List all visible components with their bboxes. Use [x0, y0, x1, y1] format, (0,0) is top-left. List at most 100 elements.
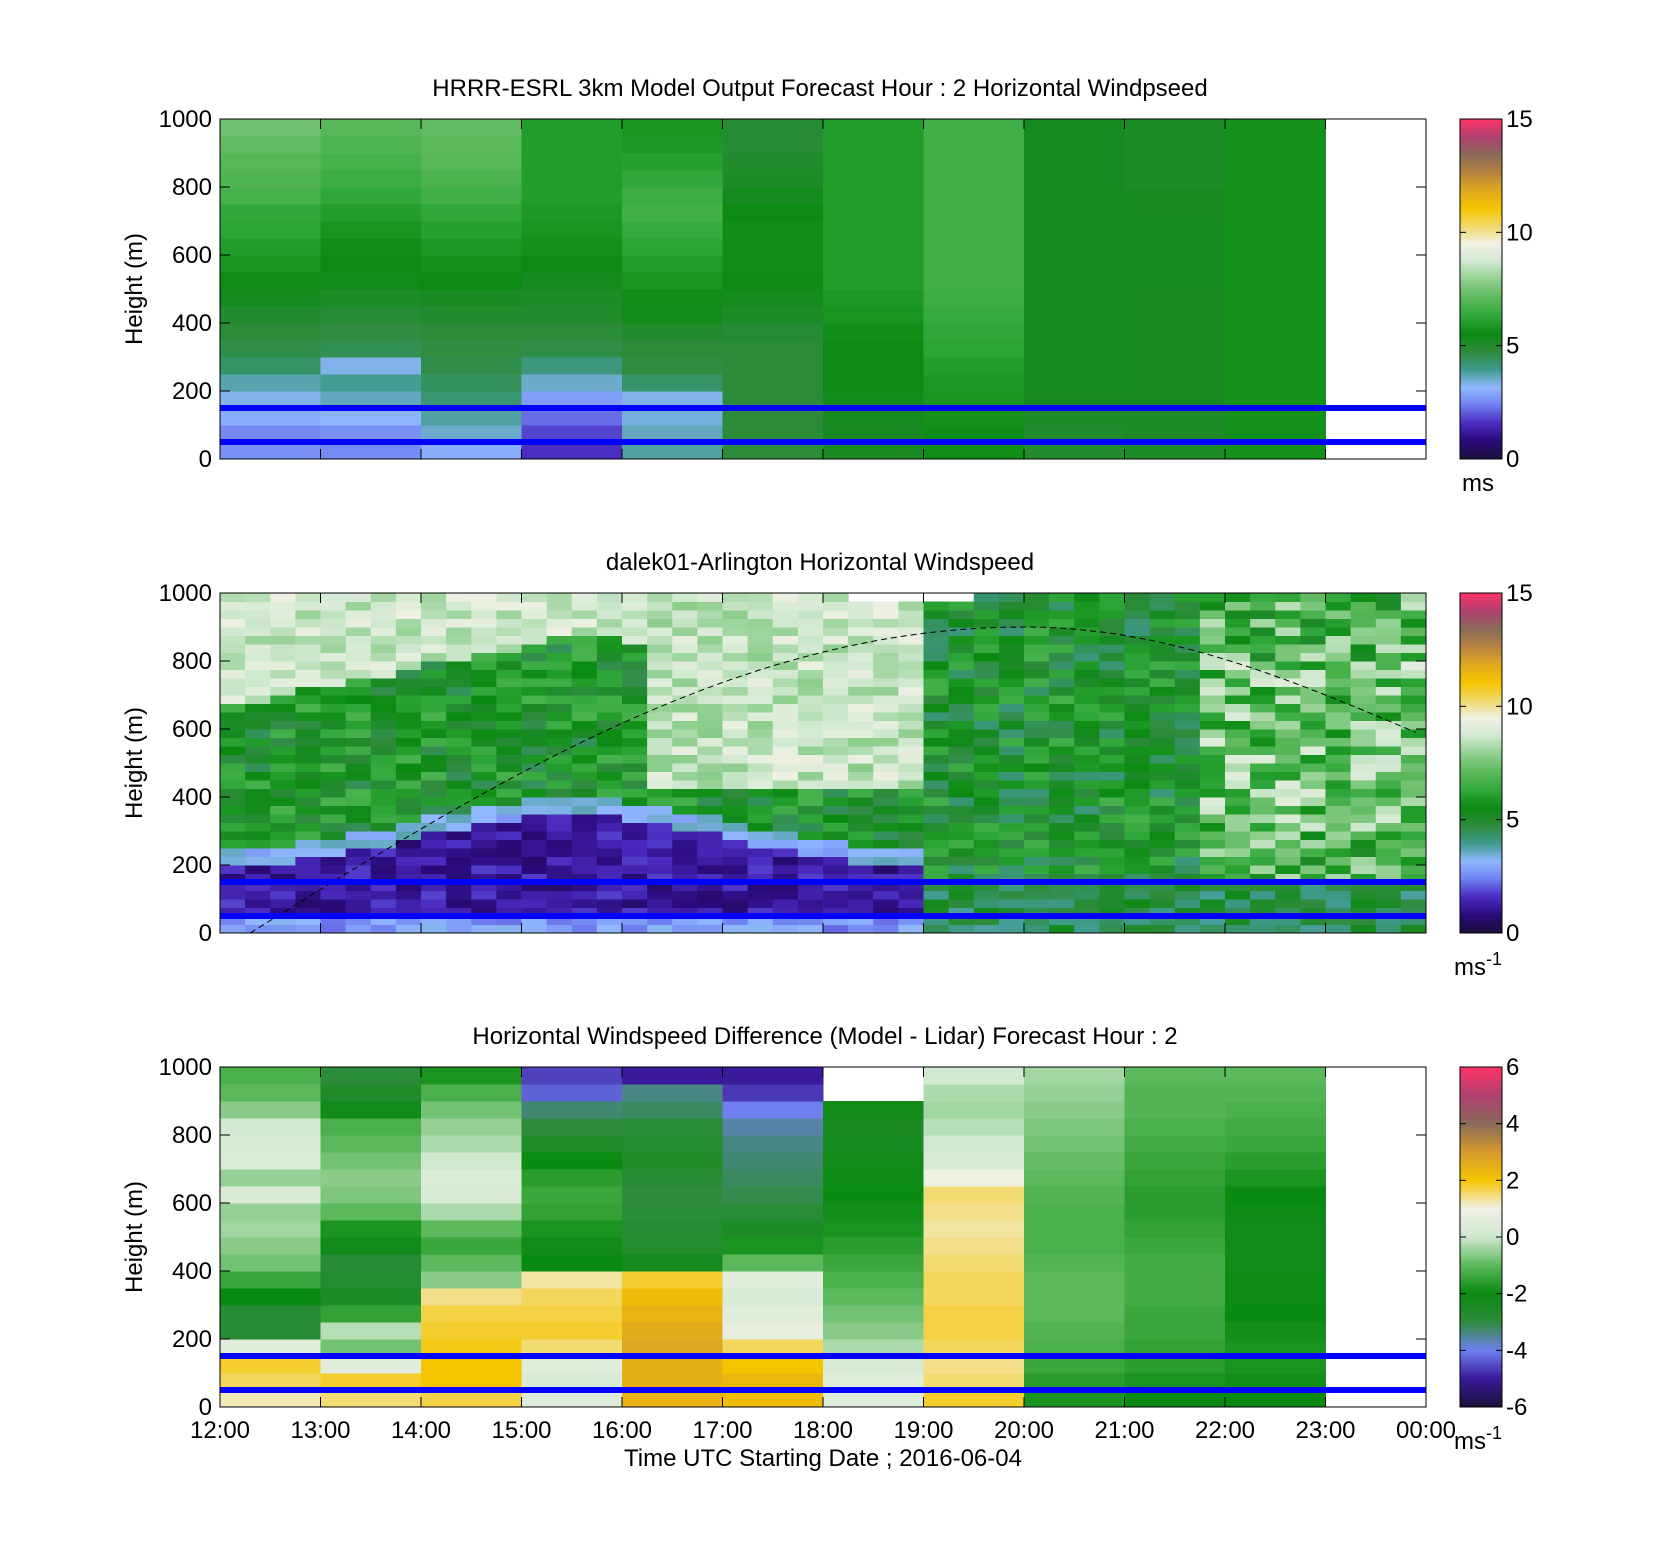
- heatmap-cell: [622, 831, 648, 840]
- heatmap-cell: [596, 695, 623, 704]
- heatmap-cell: [948, 899, 975, 908]
- heatmap-cell: [496, 814, 522, 823]
- heatmap-cell: [1225, 1135, 1326, 1153]
- heatmap-cell: [823, 1237, 924, 1255]
- heatmap-cell: [973, 695, 1000, 704]
- heatmap-cell: [873, 873, 899, 883]
- heatmap-cell: [622, 780, 648, 789]
- heatmap-cell: [1225, 1118, 1326, 1136]
- heatmap-cell: [923, 425, 1025, 443]
- heatmap-cell: [1024, 1322, 1125, 1340]
- heatmap-cell: [471, 839, 497, 849]
- heatmap-cell: [898, 797, 924, 806]
- heatmap-cell: [1375, 839, 1402, 849]
- heatmap-cell: [1099, 805, 1125, 815]
- heatmap-cell: [772, 814, 799, 823]
- heatmap-cell: [1350, 678, 1377, 687]
- heatmap-cell: [898, 627, 924, 636]
- heatmap-cell: [320, 1118, 422, 1136]
- heatmap-cell: [1300, 652, 1326, 662]
- heatmap-cell: [421, 720, 447, 730]
- heatmap-cell: [220, 839, 246, 849]
- heatmap-cell: [446, 729, 472, 738]
- heatmap-cell: [1325, 924, 1352, 934]
- heatmap-cell: [873, 916, 899, 925]
- heatmap-cell: [898, 669, 924, 679]
- heatmap-cell: [923, 729, 950, 738]
- heatmap-cell: [471, 695, 497, 704]
- heatmap-cell: [747, 661, 774, 670]
- heatmap-cell: [546, 882, 573, 891]
- heatmap-cell: [898, 856, 924, 866]
- heatmap-cell: [622, 746, 648, 755]
- heatmap-cell: [345, 848, 372, 857]
- heatmap-cell: [546, 627, 573, 636]
- heatmap-cell: [320, 746, 347, 755]
- heatmap-cell: [747, 610, 774, 619]
- heatmap-cell: [672, 669, 698, 679]
- heatmap-cell: [395, 695, 422, 704]
- heatmap-cell: [245, 865, 271, 874]
- heatmap-cell: [948, 771, 975, 781]
- heatmap-cell: [1174, 907, 1201, 917]
- y-tick-label: 200: [172, 852, 212, 879]
- heatmap-cell: [421, 221, 522, 239]
- heatmap-cell: [973, 814, 1000, 823]
- heatmap-cell: [1074, 899, 1100, 908]
- heatmap-cell: [270, 797, 296, 806]
- heatmap-cell: [948, 610, 975, 619]
- heatmap-cell: [270, 848, 296, 857]
- heatmap-cell: [1300, 856, 1326, 866]
- heatmap-cell: [521, 1254, 623, 1272]
- heatmap-cell: [1049, 924, 1075, 934]
- heatmap-cell: [1350, 644, 1377, 653]
- heatmap-cell: [370, 601, 397, 611]
- heatmap-cell: [1375, 618, 1402, 628]
- heatmap-cell: [973, 924, 1000, 934]
- heatmap-cell: [797, 593, 824, 602]
- heatmap-cell: [571, 890, 598, 900]
- heatmap-cell: [1250, 712, 1276, 721]
- heatmap-cell: [797, 890, 824, 900]
- heatmap-cell: [1024, 924, 1050, 934]
- heatmap-cell: [521, 839, 548, 849]
- heatmap-cell: [1099, 635, 1125, 645]
- heatmap-cell: [823, 323, 924, 341]
- heatmap-cell: [923, 1373, 1025, 1391]
- heatmap-cell: [923, 618, 950, 628]
- heatmap-cell: [270, 831, 296, 840]
- heatmap-cell: [320, 669, 347, 679]
- heatmap-cell: [647, 593, 673, 602]
- heatmap-cell: [395, 763, 422, 772]
- heatmap-cell: [421, 238, 522, 256]
- heatmap-cell: [270, 771, 296, 781]
- heatmap-cell: [923, 856, 950, 866]
- heatmap-cell: [446, 644, 472, 653]
- heatmap-cell: [697, 848, 723, 857]
- heatmap-cell: [220, 661, 246, 670]
- heatmap-cell: [1350, 627, 1377, 636]
- heatmap-cell: [1024, 627, 1050, 636]
- heatmap-cell: [1024, 703, 1050, 713]
- heatmap-cell: [1300, 916, 1326, 925]
- heatmap-cell: [1350, 916, 1377, 925]
- heatmap-cell: [823, 686, 849, 696]
- heatmap-cell: [797, 788, 824, 798]
- heatmap-cell: [797, 924, 824, 934]
- heatmap-cell: [1174, 890, 1201, 900]
- heatmap-cell: [1225, 814, 1251, 823]
- heatmap-cell: [1225, 865, 1251, 874]
- heatmap-cell: [245, 729, 271, 738]
- heatmap-cell: [1024, 763, 1050, 772]
- model-colorbar: [1459, 118, 1503, 460]
- heatmap-cell: [1099, 831, 1125, 840]
- heatmap-cell: [923, 119, 1025, 137]
- heatmap-cell: [622, 907, 648, 917]
- heatmap-cell: [345, 686, 372, 696]
- heatmap-cell: [672, 763, 698, 772]
- heatmap-cell: [1024, 187, 1125, 205]
- heatmap-cell: [722, 1288, 824, 1306]
- heatmap-cell: [998, 907, 1025, 917]
- heatmap-cell: [320, 391, 422, 409]
- heatmap-cell: [823, 408, 924, 426]
